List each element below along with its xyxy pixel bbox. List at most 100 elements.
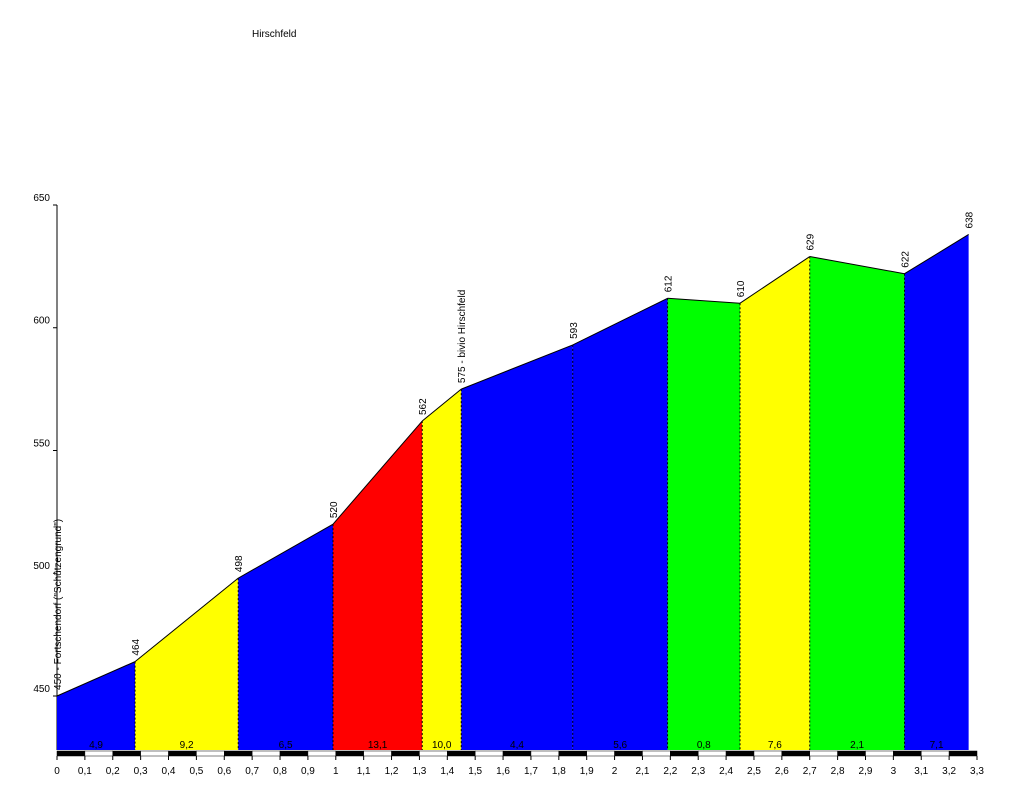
- scale-bar: [140, 750, 169, 757]
- scale-bar: [893, 750, 922, 757]
- scale-bar: [502, 750, 532, 757]
- segment-label: 6,5: [279, 740, 293, 751]
- segment-label: 0,8: [697, 740, 711, 751]
- scale-bar: [391, 750, 420, 757]
- y-tick-label: 500: [33, 561, 50, 572]
- segment-area: [57, 661, 136, 750]
- profile-line: [667, 297, 741, 304]
- y-tick-label: 600: [33, 316, 50, 327]
- segment-area: [667, 298, 741, 750]
- x-tick-label: 1,2: [385, 766, 399, 777]
- scale-bar: [809, 750, 838, 757]
- scale-bar: [112, 750, 141, 757]
- scale-bar: [865, 750, 894, 757]
- point-label: 498: [234, 555, 245, 572]
- y-tick-label: 650: [33, 193, 50, 204]
- y-tick-label: 550: [33, 438, 50, 449]
- x-tick-label: 1,4: [440, 766, 454, 777]
- profile-line: [56, 661, 136, 697]
- x-tick-label: 0,3: [134, 766, 148, 777]
- chart-title: Hirschfeld: [252, 29, 296, 40]
- profile-line: [461, 344, 573, 390]
- x-tick-label: 2,3: [691, 766, 705, 777]
- x-tick-label: 0,1: [78, 766, 92, 777]
- scale-bar: [670, 750, 699, 757]
- profile-line: [739, 256, 811, 304]
- x-tick-label: 3,1: [914, 766, 928, 777]
- scale-bar: [419, 750, 448, 757]
- point-label: 638: [965, 211, 976, 228]
- x-tick-label: 0,8: [273, 766, 287, 777]
- x-tick-label: 1,1: [357, 766, 371, 777]
- segment-label: 5,6: [613, 740, 627, 751]
- scale-bar: [558, 750, 587, 757]
- point-label: 622: [901, 251, 912, 268]
- segment-area: [461, 344, 573, 750]
- scale-bar: [614, 750, 643, 757]
- scale-bar: [642, 750, 671, 757]
- x-tick-label: 1,5: [468, 766, 482, 777]
- x-tick-label: 0,5: [189, 766, 203, 777]
- x-tick-label: 0,4: [162, 766, 176, 777]
- segment-area: [572, 298, 668, 750]
- scale-bar: [447, 750, 476, 757]
- point-label: 575 - bivio Hirschfeld: [457, 290, 468, 383]
- x-tick-label: 2,4: [719, 766, 733, 777]
- y-tick-label: 450: [33, 684, 50, 695]
- scale-bar: [307, 750, 337, 757]
- scale-bar: [781, 750, 810, 757]
- x-tick-label: 2,1: [636, 766, 650, 777]
- profile-line: [237, 523, 334, 579]
- point-label: 450 - Fortschendorf ("Schützengrund"): [53, 519, 64, 690]
- scale-bar: [586, 750, 615, 757]
- scale-bar: [56, 750, 86, 757]
- scale-bar: [920, 750, 950, 757]
- segment-label: 10,0: [432, 740, 452, 751]
- scale-bar: [196, 750, 225, 757]
- scale-bar: [224, 750, 253, 757]
- x-tick-label: 2,7: [803, 766, 817, 777]
- x-tick-label: 2: [612, 766, 618, 777]
- segment-area: [238, 524, 333, 750]
- x-tick-label: 3,2: [942, 766, 956, 777]
- x-tick-label: 1: [333, 766, 339, 777]
- scale-bar: [84, 750, 114, 757]
- x-tick-label: 1,9: [580, 766, 594, 777]
- scale-bar: [837, 750, 866, 757]
- scale-bar: [753, 750, 783, 757]
- segment-label: 4,9: [89, 740, 103, 751]
- segment-label: 7,1: [930, 740, 944, 751]
- segment-area: [740, 256, 810, 750]
- segment-label: 9,2: [180, 740, 194, 751]
- segment-area: [904, 234, 969, 750]
- scale-bar: [948, 750, 978, 757]
- segment-label: 4,4: [510, 740, 524, 751]
- x-tick-label: 1,6: [496, 766, 510, 777]
- x-tick-label: 0,7: [245, 766, 259, 777]
- point-label: 629: [806, 233, 817, 250]
- segment-area: [333, 421, 423, 750]
- profile-line: [134, 577, 239, 663]
- x-tick-label: 0,9: [301, 766, 315, 777]
- segment-area: [809, 256, 905, 750]
- profile-line: [421, 388, 462, 422]
- point-label: 562: [418, 398, 429, 415]
- point-label: 520: [329, 501, 340, 518]
- scale-bar: [168, 750, 197, 757]
- x-tick-label: 1,8: [552, 766, 566, 777]
- point-label: 610: [736, 280, 747, 297]
- segment-label: 2,1: [850, 740, 864, 751]
- scale-bar: [474, 750, 504, 757]
- point-label: 593: [569, 322, 580, 339]
- profile-line: [809, 256, 905, 275]
- point-label: 612: [664, 275, 675, 292]
- x-tick-label: 2,8: [831, 766, 845, 777]
- scale-bar: [697, 750, 727, 757]
- scale-bar: [251, 750, 281, 757]
- scale-bar: [279, 750, 309, 757]
- profile-line: [572, 297, 668, 346]
- segment-label: 7,6: [768, 740, 782, 751]
- scale-bar: [363, 750, 392, 757]
- x-tick-label: 1,7: [524, 766, 538, 777]
